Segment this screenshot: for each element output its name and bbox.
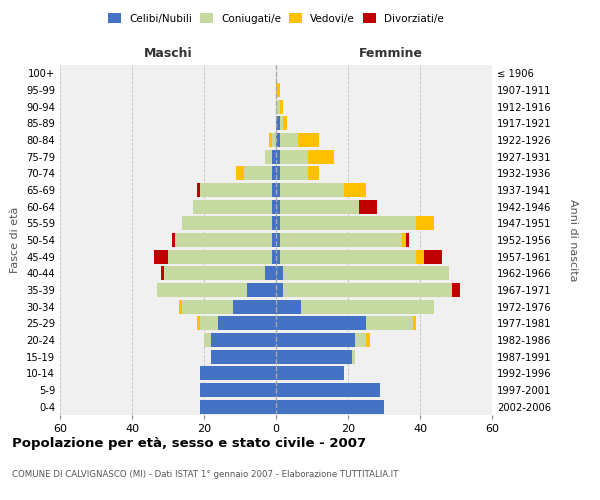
Bar [280, 200, 359, 214]
Bar [280, 100, 283, 114]
Bar [413, 316, 416, 330]
Bar [200, 366, 276, 380]
Bar [283, 266, 449, 280]
Bar [161, 266, 164, 280]
Bar [280, 166, 308, 180]
Bar [272, 250, 276, 264]
Bar [182, 216, 272, 230]
Bar [308, 166, 319, 180]
Bar [276, 266, 283, 280]
Bar [344, 183, 366, 197]
Bar [197, 183, 200, 197]
Bar [272, 166, 276, 180]
Bar [280, 116, 283, 130]
Bar [200, 316, 218, 330]
Text: Popolazione per età, sesso e stato civile - 2007: Popolazione per età, sesso e stato civil… [12, 438, 366, 450]
Bar [276, 83, 280, 97]
Bar [233, 300, 276, 314]
Bar [168, 250, 272, 264]
Text: COMUNE DI CALVIGNASCO (MI) - Dati ISTAT 1° gennaio 2007 - Elaborazione TUTTITALI: COMUNE DI CALVIGNASCO (MI) - Dati ISTAT … [12, 470, 398, 479]
Bar [366, 333, 370, 347]
Bar [359, 200, 377, 214]
Bar [193, 200, 272, 214]
Bar [355, 333, 366, 347]
Bar [276, 300, 301, 314]
Bar [280, 150, 308, 164]
Bar [211, 333, 276, 347]
Bar [280, 216, 416, 230]
Bar [200, 183, 272, 197]
Bar [276, 283, 283, 297]
Bar [276, 216, 280, 230]
Y-axis label: Fasce di età: Fasce di età [10, 207, 20, 273]
Bar [218, 316, 276, 330]
Bar [276, 350, 352, 364]
Bar [197, 316, 200, 330]
Bar [308, 150, 334, 164]
Bar [402, 233, 406, 247]
Y-axis label: Anni di nascita: Anni di nascita [568, 198, 578, 281]
Bar [272, 200, 276, 214]
Bar [272, 133, 276, 147]
Bar [236, 166, 244, 180]
Bar [157, 283, 247, 297]
Bar [211, 350, 276, 364]
Bar [272, 233, 276, 247]
Bar [204, 333, 211, 347]
Bar [280, 250, 416, 264]
Bar [276, 183, 280, 197]
Bar [179, 300, 182, 314]
Bar [276, 233, 280, 247]
Bar [247, 283, 276, 297]
Bar [200, 400, 276, 414]
Bar [406, 233, 409, 247]
Bar [301, 300, 434, 314]
Bar [276, 250, 280, 264]
Bar [276, 100, 280, 114]
Bar [182, 300, 233, 314]
Text: Maschi: Maschi [143, 47, 193, 60]
Bar [272, 183, 276, 197]
Bar [424, 250, 442, 264]
Bar [283, 116, 287, 130]
Bar [452, 283, 460, 297]
Bar [276, 133, 280, 147]
Bar [276, 366, 344, 380]
Bar [276, 333, 355, 347]
Bar [244, 166, 272, 180]
Bar [276, 166, 280, 180]
Bar [276, 200, 280, 214]
Bar [352, 350, 355, 364]
Bar [276, 400, 384, 414]
Bar [172, 233, 175, 247]
Bar [272, 150, 276, 164]
Bar [366, 316, 413, 330]
Bar [276, 116, 280, 130]
Text: Femmine: Femmine [359, 47, 423, 60]
Bar [276, 383, 380, 397]
Bar [265, 150, 272, 164]
Bar [283, 283, 452, 297]
Bar [416, 216, 434, 230]
Bar [269, 133, 272, 147]
Bar [276, 316, 366, 330]
Bar [280, 233, 402, 247]
Bar [416, 250, 424, 264]
Legend: Celibi/Nubili, Coniugati/e, Vedovi/e, Divorziati/e: Celibi/Nubili, Coniugati/e, Vedovi/e, Di… [105, 10, 447, 26]
Bar [280, 133, 298, 147]
Bar [265, 266, 276, 280]
Bar [175, 233, 272, 247]
Bar [276, 150, 280, 164]
Bar [280, 183, 344, 197]
Bar [298, 133, 319, 147]
Bar [154, 250, 168, 264]
Bar [272, 216, 276, 230]
Bar [200, 383, 276, 397]
Bar [164, 266, 265, 280]
